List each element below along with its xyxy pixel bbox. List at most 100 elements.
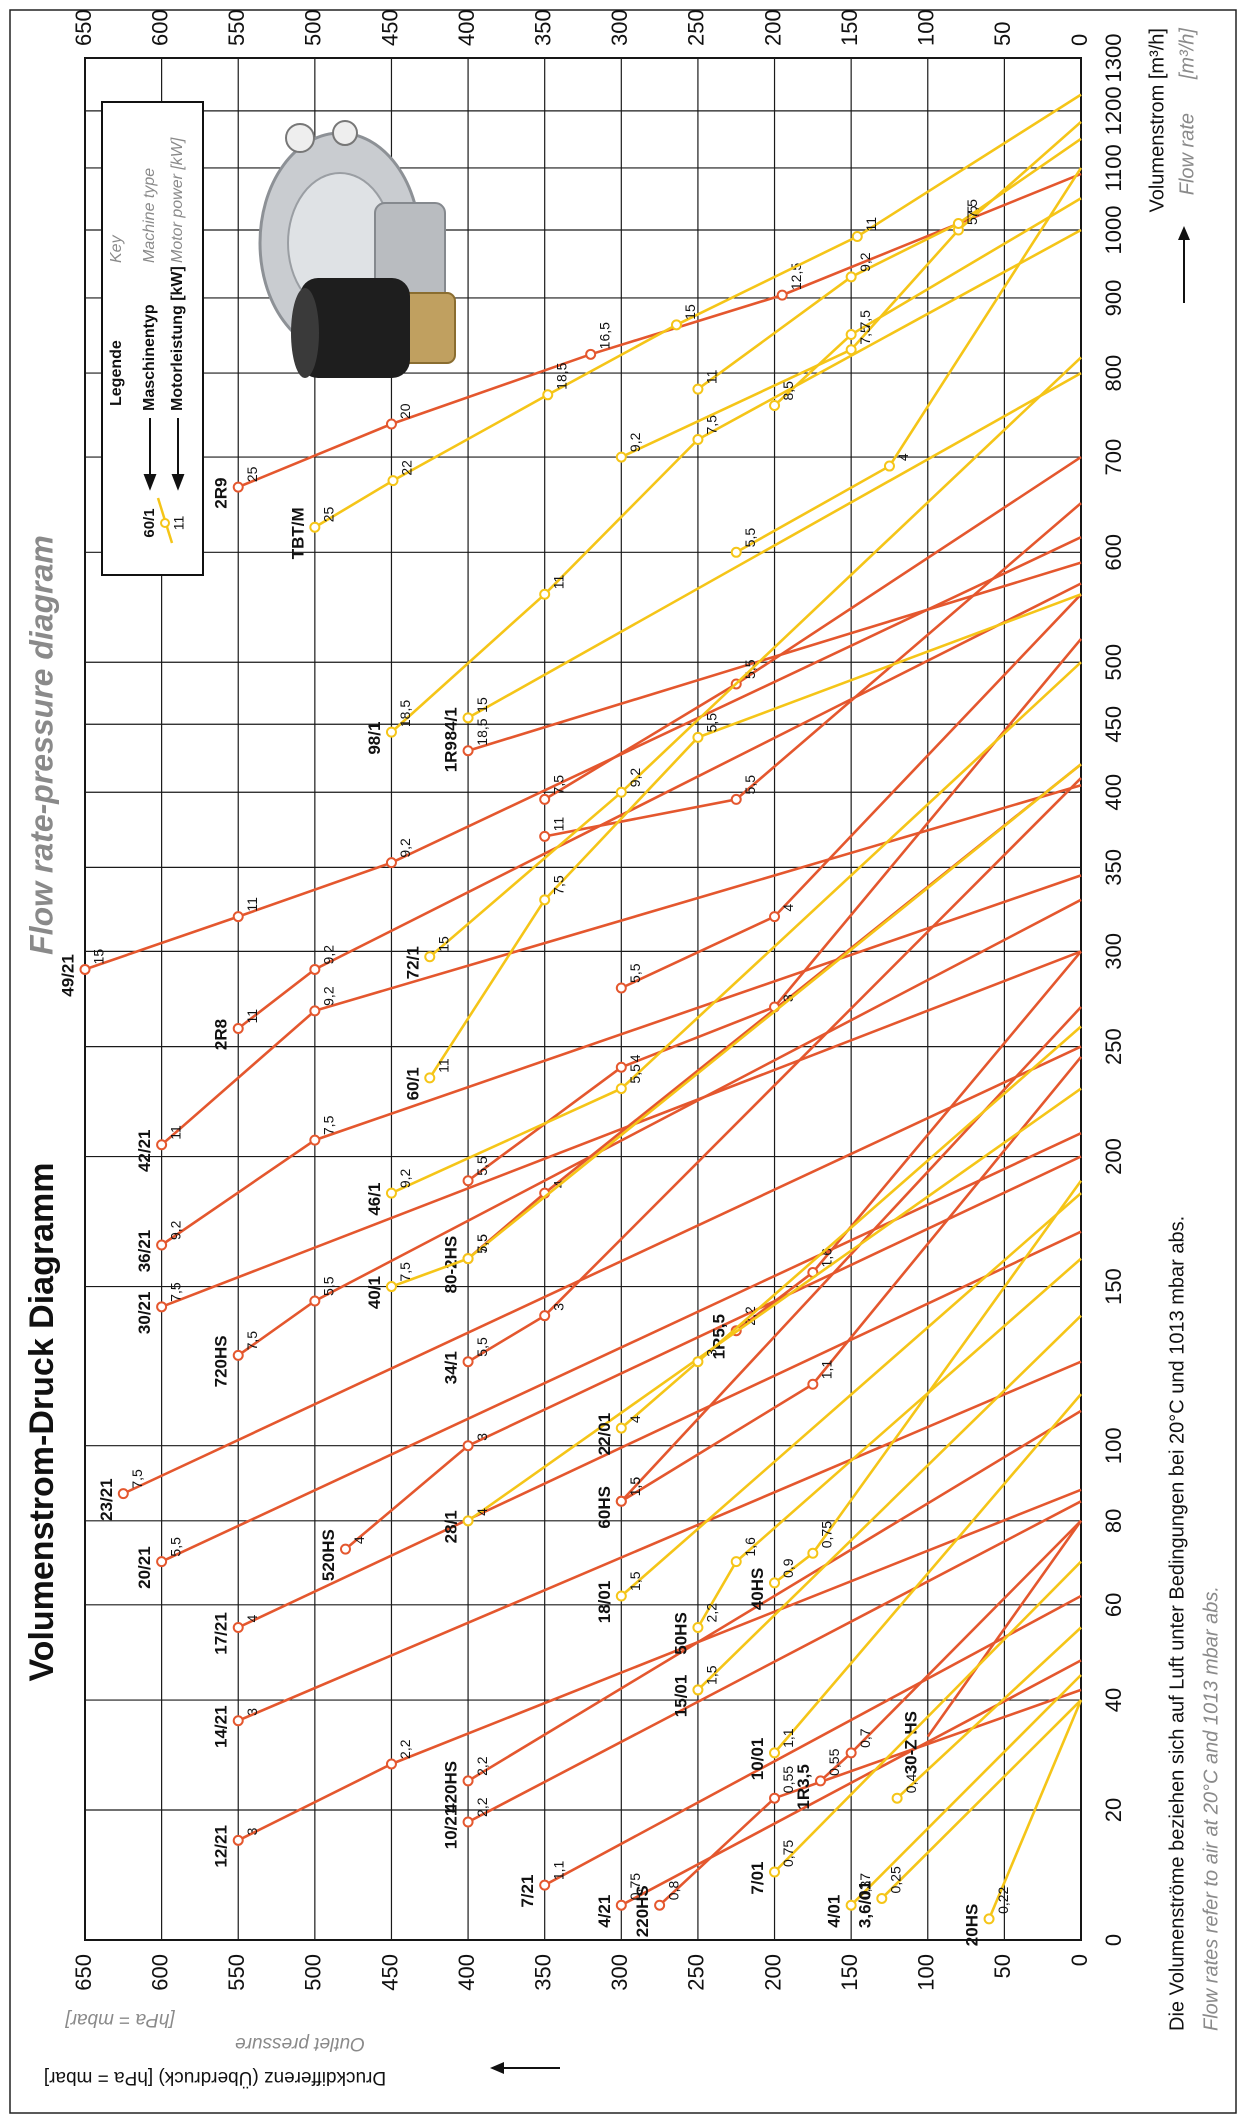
footnote: Die Volumenströme beziehen sich auf Luft… — [1166, 1216, 1188, 2031]
machine-type-label: 98/1 — [365, 722, 384, 755]
curve — [773, 1560, 1082, 1873]
motor-power-label: 9,2 — [397, 1168, 413, 1188]
motor-power-label: 7,5 — [397, 1262, 413, 1282]
motor-power-label: 7,5 — [550, 875, 566, 895]
curve-marker — [615, 1061, 627, 1073]
curve-marker — [232, 1715, 244, 1727]
curve-marker — [845, 344, 857, 356]
curve-marker — [462, 1440, 474, 1452]
curve-marker — [692, 383, 704, 395]
curve-marker — [309, 521, 321, 533]
plot-area — [84, 57, 1082, 1941]
curve-marker — [692, 1684, 704, 1696]
curve-marker — [807, 1378, 819, 1390]
motor-power-label: 4 — [895, 453, 911, 461]
curve-marker — [385, 418, 397, 430]
machine-type-label: 12/21 — [212, 1825, 231, 1868]
motor-power-label: 1,5 — [704, 1665, 720, 1685]
motor-power-label: 4 — [474, 1508, 490, 1516]
motor-power-label: 7,5 — [857, 310, 873, 330]
curve — [314, 93, 1082, 529]
y-tick-label-right: 450 — [377, 9, 402, 46]
motor-power-label: 11 — [167, 1125, 183, 1140]
x-tick-label: 1000 — [1101, 206, 1126, 255]
motor-power-label: 0,4 — [903, 1774, 919, 1794]
curve-marker — [232, 911, 244, 923]
motor-power-label: 4 — [627, 1054, 643, 1062]
x-tick-label: 100 — [1101, 1427, 1126, 1464]
curve-marker — [769, 1866, 781, 1878]
motor-power-label: 0,75 — [780, 1840, 796, 1867]
y-tick-label: 250 — [684, 1954, 709, 1991]
curve — [773, 1393, 1082, 1754]
motor-power-label: 5,5 — [321, 1276, 337, 1296]
machine-type-label: 40HS — [748, 1568, 767, 1611]
product-photo — [258, 120, 456, 378]
curve-marker — [615, 1899, 627, 1911]
curve-marker — [815, 1775, 827, 1787]
curve-marker — [692, 1621, 704, 1633]
curve-marker — [232, 1023, 244, 1035]
curve-marker — [983, 1913, 995, 1925]
motor-power-label: 0,8 — [665, 1881, 681, 1901]
motor-power-label: 0,75 — [627, 1873, 643, 1900]
y-tick-label: 500 — [301, 1954, 326, 1991]
machine-type-label: 46/1 — [365, 1183, 384, 1216]
x-axis-title: Volumenstrom [m³/h] — [1146, 28, 1168, 213]
motor-power-label: 4 — [780, 904, 796, 912]
motor-power-label: 5,5 — [167, 1537, 183, 1557]
y-tick-label-right: 200 — [760, 9, 785, 46]
x-tick-label: 700 — [1101, 439, 1126, 476]
curve-marker — [539, 894, 551, 906]
curve-marker — [776, 289, 788, 301]
machine-type-label: 2R9 — [212, 478, 231, 509]
x-tick-label: 150 — [1101, 1268, 1126, 1305]
motor-power-label: 11 — [863, 217, 879, 232]
y-tick-label: 150 — [837, 1954, 862, 1991]
machine-type-label: 1R3,5 — [794, 1764, 813, 1809]
motor-power-label: 18,5 — [553, 362, 569, 389]
motor-power-label: 7,5 — [129, 1469, 145, 1489]
curve-marker — [309, 963, 321, 975]
x-axis-unit-en: [m³/h] — [1176, 28, 1198, 81]
motor-power-label: 11 — [550, 575, 566, 590]
machine-type-label: 10/01 — [748, 1738, 767, 1781]
y-axis-arrow — [490, 2062, 560, 2074]
machine-type-label: 30-Z HS — [901, 1711, 920, 1774]
motor-power-label: 5,5 — [627, 963, 643, 983]
x-tick-label: 40 — [1101, 1688, 1126, 1712]
motor-power-label: 5,5 — [742, 775, 758, 795]
x-tick-label: 1300 — [1101, 34, 1126, 83]
motor-power-label: 1,1 — [550, 1860, 566, 1880]
machine-type-label: 60/1 — [403, 1067, 422, 1100]
machine-type-label: 15/01 — [671, 1675, 690, 1718]
motor-power-label: 18,5 — [474, 718, 490, 745]
curve — [697, 137, 1082, 391]
curve-marker — [730, 793, 742, 805]
legend-example-kw: 11 — [171, 516, 187, 531]
curve-marker — [385, 1281, 397, 1293]
machine-type-label: 84/1 — [442, 707, 461, 740]
x-tick-label: 80 — [1101, 1509, 1126, 1533]
x-tick-label: 900 — [1101, 280, 1126, 317]
motor-power-label: 15 — [435, 936, 451, 952]
curve-marker — [232, 481, 244, 493]
curve-marker — [769, 1792, 781, 1804]
curve — [84, 536, 1082, 971]
motor-power-label: 9,2 — [627, 768, 643, 788]
machine-type-label: 7/21 — [518, 1875, 537, 1908]
x-tick-label: 350 — [1101, 849, 1126, 886]
curve-marker — [615, 982, 627, 994]
curve-marker — [232, 1349, 244, 1361]
curve-marker — [845, 1747, 857, 1759]
curve — [161, 1132, 1082, 1563]
motor-power-label: 16,5 — [596, 322, 612, 349]
curve-marker — [385, 1187, 397, 1199]
motor-power-label: 11 — [244, 1009, 260, 1024]
page-border — [9, 9, 1237, 2114]
x-tick-label: 450 — [1101, 706, 1126, 743]
chart-frame: 0204060801001502002503003504004505006007… — [9, 9, 1237, 2114]
chart-subtitle: Flow rate-pressure diagram — [23, 535, 59, 955]
motor-power-label: 0,25 — [888, 1866, 904, 1893]
curve-marker — [232, 1621, 244, 1633]
